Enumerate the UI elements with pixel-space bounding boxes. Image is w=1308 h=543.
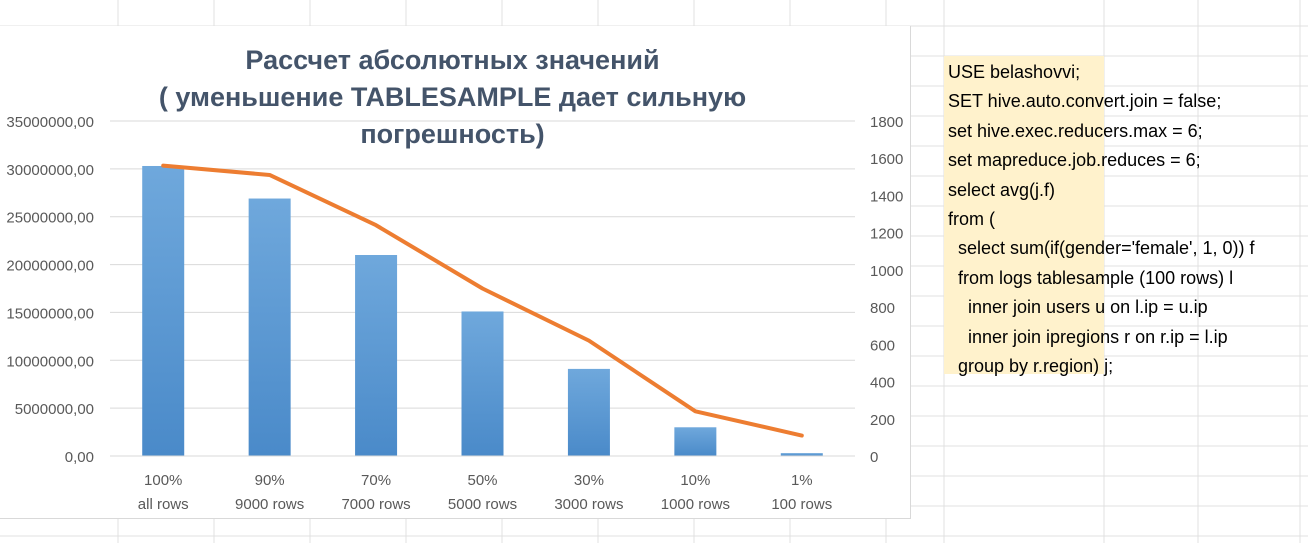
left-axis-tick-label: 10000000,00 [6, 353, 94, 370]
sql-code-cells: USE belashovvi; SET hive.auto.convert.joi… [948, 58, 1255, 381]
chart-title: Рассчет абсолютных значений ( уменьшение… [158, 45, 747, 149]
code-line[interactable]: from logs tablesample (100 rows) l [948, 267, 1234, 288]
x-axis-category-label: 5000 rows [448, 496, 517, 513]
bar [142, 165, 185, 456]
x-axis-category-label: 100% [144, 472, 182, 489]
x-axis-category-label: 90% [255, 472, 285, 489]
right-axis-tick-label: 1000 [870, 263, 903, 280]
code-line[interactable]: inner join ipregions r on r.ip = l.ip [948, 326, 1228, 347]
code-line[interactable]: inner join users u on l.ip = u.ip [948, 297, 1208, 318]
right-axis-tick-label: 0 [870, 449, 878, 466]
bar [248, 198, 291, 456]
code-line[interactable]: select sum(if(gender='female', 1, 0)) f [948, 238, 1255, 259]
bar [567, 368, 610, 456]
left-axis-tick-label: 35000000,00 [6, 114, 94, 131]
code-line[interactable]: set mapreduce.job.reduces = 6; [948, 150, 1201, 171]
bar [355, 255, 398, 456]
x-axis-category-label: 1% [791, 472, 813, 489]
code-line[interactable]: USE belashovvi; [948, 62, 1081, 82]
code-cell-highlight [944, 56, 1104, 374]
right-axis-tick-label: 1600 [870, 151, 903, 168]
x-axis-category-label: 70% [361, 472, 391, 489]
x-axis-category-label: 30% [574, 472, 604, 489]
left-axis-tick-label: 15000000,00 [6, 305, 94, 322]
x-axis-category-label: 100 rows [771, 496, 832, 513]
code-line[interactable]: group by r.region) j; [948, 355, 1114, 376]
bar [461, 311, 504, 456]
combo-chart: 0,005000000,0010000000,0015000000,002000… [6, 114, 903, 513]
left-axis-tick-label: 0,00 [65, 449, 94, 466]
code-line[interactable]: select avg(j.f) [948, 179, 1056, 200]
chart-panel[interactable]: 0,00 5000000,00 10000000,00 15000000,00 2000… [0, 26, 911, 519]
x-axis-category-label: 9000 rows [235, 496, 304, 513]
code-line[interactable]: set hive.exec.reducers.max = 6; [948, 120, 1203, 141]
right-axis-tick-label: 1200 [870, 226, 903, 243]
x-axis-category-label: 1000 rows [661, 496, 730, 513]
right-axis-tick-label: 600 [870, 337, 895, 354]
x-axis-category-label: all rows [138, 496, 189, 513]
x-axis-category-label: 3000 rows [554, 496, 623, 513]
line-series [161, 163, 804, 438]
right-axis-tick-label: 200 [870, 412, 895, 429]
bar [674, 427, 717, 456]
right-axis-tick-label: 800 [870, 300, 895, 317]
code-line[interactable]: SET hive.auto.convert.join = false; [948, 91, 1222, 112]
left-axis-tick-label: 5000000,00 [15, 401, 94, 418]
left-axis-tick-label: 25000000,00 [6, 210, 94, 227]
code-line[interactable]: from ( [948, 208, 995, 229]
right-axis-tick-label: 400 [870, 375, 895, 392]
x-axis-category-label: 10% [680, 472, 710, 489]
left-axis-tick-label: 30000000,00 [6, 162, 94, 179]
bar [780, 453, 823, 456]
left-axis-tick-label: 20000000,00 [6, 258, 94, 275]
x-axis-category-label: 7000 rows [341, 496, 410, 513]
right-axis-tick-label: 1400 [870, 188, 903, 205]
right-axis-tick-label: 1800 [870, 114, 903, 131]
x-axis-category-label: 50% [467, 472, 497, 489]
